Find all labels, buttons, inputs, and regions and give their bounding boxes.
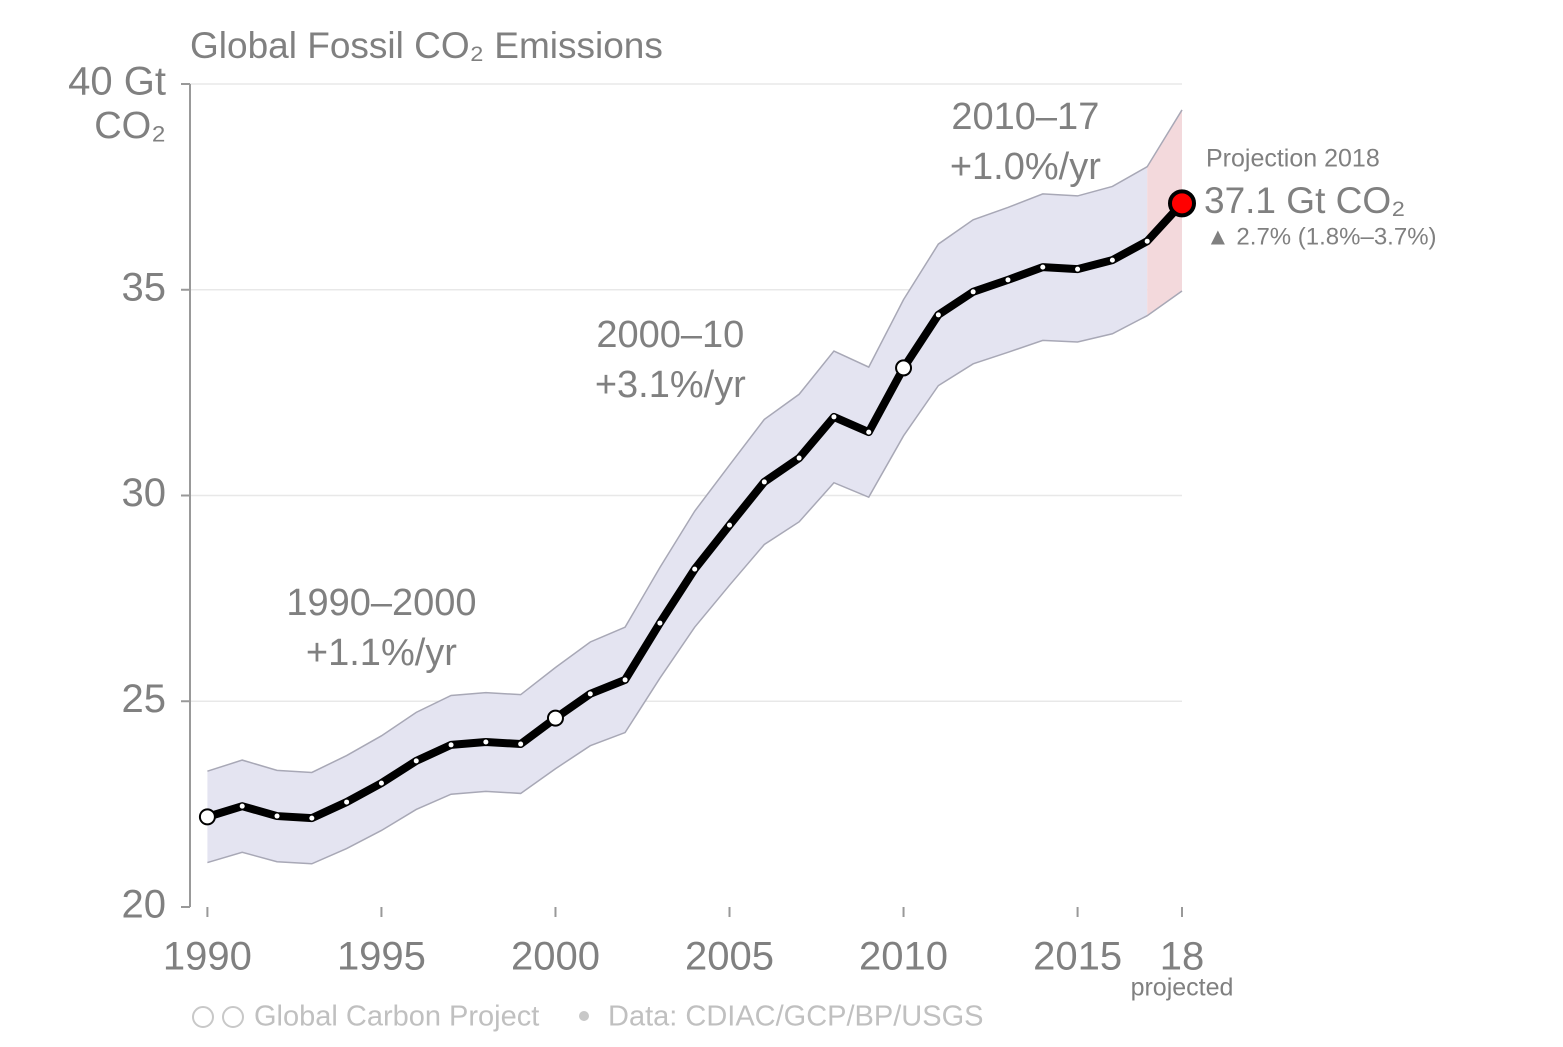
y-tick-label: 40 Gt [68, 60, 166, 104]
x-tick-label: 18 [1160, 935, 1205, 979]
y-unit: CO₂ [94, 105, 166, 147]
data-point [831, 414, 837, 420]
milestone-marker [895, 359, 913, 377]
y-tick-label: 30 [122, 471, 167, 515]
footer-data: Data: CDIAC/GCP/BP/USGS [608, 1001, 984, 1033]
data-point [657, 620, 663, 626]
data-point [970, 289, 976, 295]
projection-change: ▲ 2.7% (1.8%–3.7%) [1206, 223, 1437, 250]
chart-title: Global Fossil CO₂ Emissions [190, 25, 663, 66]
footer-source: Global Carbon Project [254, 1001, 539, 1033]
x-tick-label: 2000 [511, 935, 600, 979]
data-point [935, 312, 941, 318]
annotation-rate: +1.1%/yr [306, 632, 457, 674]
projection-label: Projection 2018 [1206, 145, 1380, 173]
x-tick-label: 2005 [685, 935, 774, 979]
projection-value: 37.1 Gt CO₂ [1204, 180, 1406, 221]
data-point [344, 799, 350, 805]
data-point [866, 429, 872, 435]
x-tick-label: 2010 [859, 935, 948, 979]
y-tick-label: 20 [122, 883, 167, 927]
annotation-period: 2010–17 [951, 96, 1099, 138]
projection-marker [1168, 189, 1196, 218]
milestone-marker [198, 808, 216, 826]
data-point [274, 813, 280, 819]
annotation-period: 2000–10 [596, 314, 744, 356]
data-point [448, 742, 454, 748]
band-edge [207, 109, 1183, 774]
projection-band [1147, 109, 1182, 316]
y-tick-label: 35 [122, 265, 167, 309]
data-point [622, 677, 628, 683]
footer-dot [579, 1011, 589, 1021]
data-point [1075, 266, 1081, 272]
data-point [692, 566, 698, 572]
data-point [727, 522, 733, 528]
data-point [518, 741, 524, 747]
cc-icons [192, 1006, 244, 1028]
data-point [483, 739, 489, 745]
x-tick-label: 1995 [337, 935, 426, 979]
uncertainty-band [207, 166, 1148, 864]
data-point [309, 815, 315, 821]
annotation-period: 1990–2000 [286, 582, 476, 624]
data-point [796, 455, 802, 461]
data-point [239, 803, 245, 809]
milestone-marker [546, 709, 564, 727]
data-point [761, 479, 767, 485]
annotation-rate: +1.0%/yr [950, 146, 1101, 188]
data-point [1144, 238, 1150, 244]
data-point [1040, 264, 1046, 270]
data-point [1005, 277, 1011, 283]
x-tick-label: 2015 [1033, 935, 1122, 979]
data-point [378, 780, 384, 786]
data-point [413, 758, 419, 764]
x-tick-label: 1990 [163, 935, 252, 979]
y-tick-label: 25 [122, 677, 167, 721]
x-projected-label: projected [1131, 974, 1234, 1002]
data-point [1109, 257, 1115, 263]
band-edge [207, 290, 1183, 865]
data-point [587, 691, 593, 697]
annotation-rate: +3.1%/yr [595, 364, 746, 406]
